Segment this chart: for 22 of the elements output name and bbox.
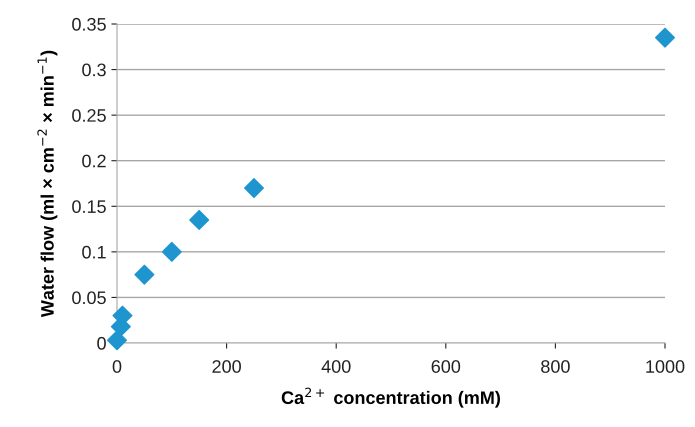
y-axis-title: Water flow (ml × cm$^{−2}$ × min$^{−1}$)	[37, 50, 58, 318]
x-axis-title: Ca$^{2+}$ concentration (mM)	[282, 388, 500, 408]
y-tick-label: 0.35	[72, 18, 106, 31]
y-tick-label: 0.05	[72, 291, 106, 304]
x-tick-label: 1000	[646, 360, 684, 373]
point	[134, 264, 154, 285]
point	[189, 210, 210, 230]
x-tick-label: 400	[322, 360, 351, 373]
point	[654, 28, 676, 48]
x-tick-label: 0	[112, 360, 122, 373]
y-tick-label: 0.25	[72, 109, 106, 122]
y-tick-label: 0.3	[82, 64, 106, 76]
y-tick-label: 0.1	[82, 246, 106, 259]
y-tick-label: 0.2	[82, 154, 106, 168]
point	[244, 178, 264, 198]
x-tick-label: 600	[432, 360, 460, 373]
y-tick-label: 0	[97, 336, 106, 350]
point	[162, 242, 182, 262]
point	[106, 330, 128, 350]
y-tick-label: 0.15	[72, 200, 106, 214]
x-tick-label: 200	[212, 360, 241, 373]
x-tick-label: 800	[541, 360, 570, 373]
